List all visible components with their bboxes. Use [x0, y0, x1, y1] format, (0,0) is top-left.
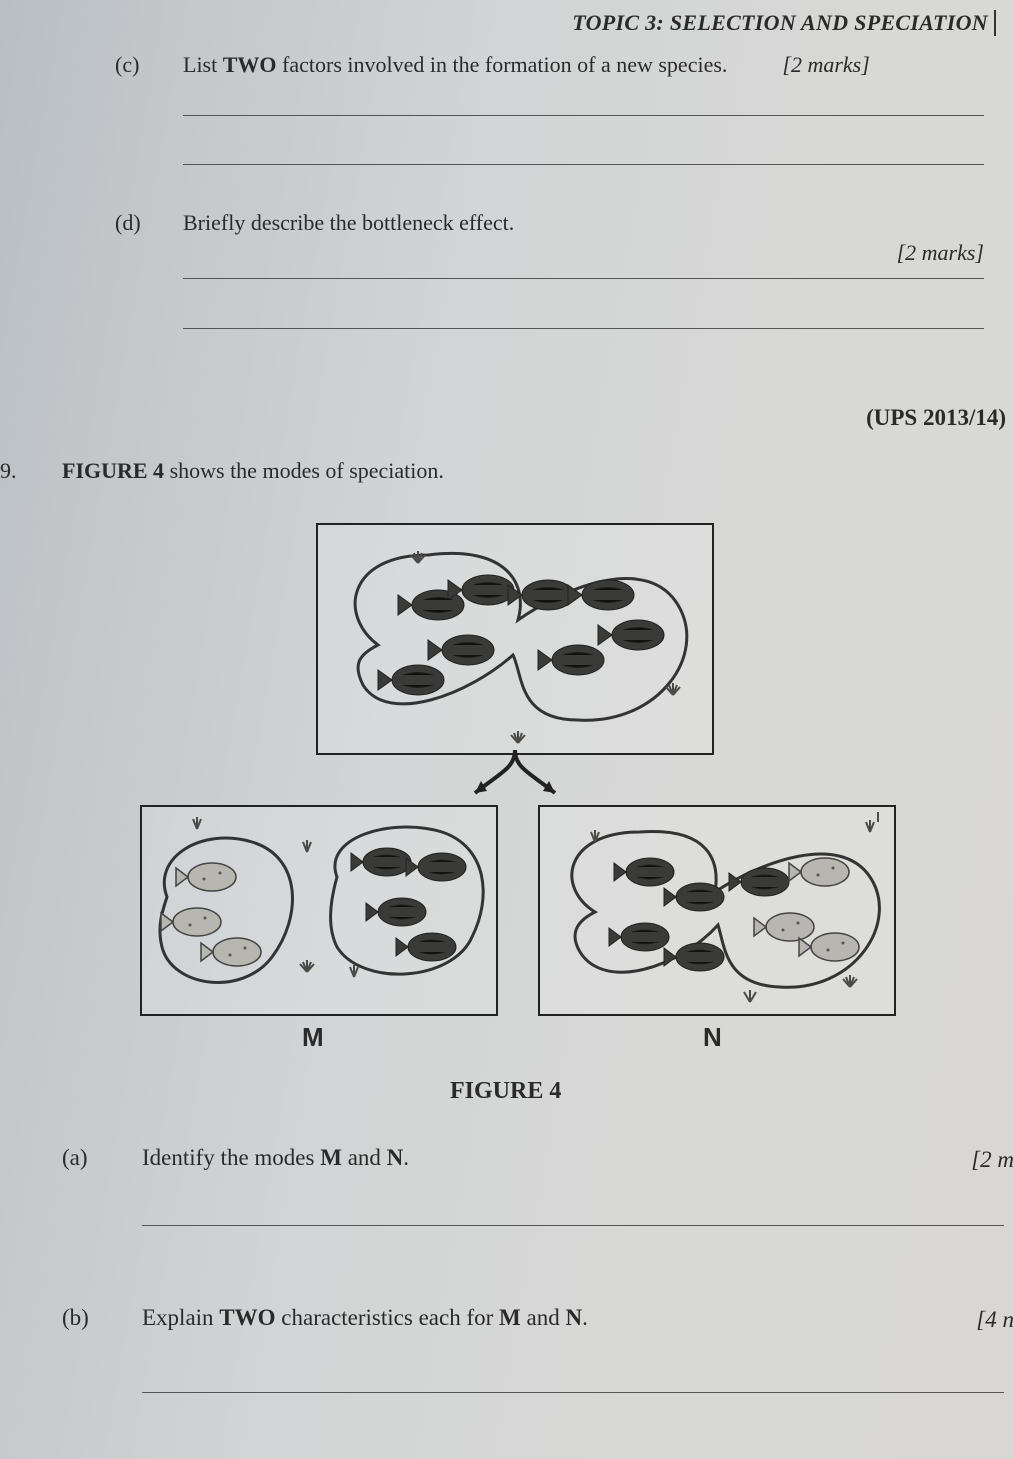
question-c-marks: [2 marks]: [782, 52, 869, 77]
question-c-post: factors involved in the formation of a n…: [277, 52, 728, 77]
figure-label-n: N: [703, 1022, 722, 1053]
figure-label-m: M: [302, 1022, 324, 1053]
question-d-marks: [2 marks]: [897, 240, 984, 266]
question-c-letter: (c): [115, 52, 139, 78]
question-a-text: Identify the modes M and N.: [142, 1145, 409, 1171]
question-b-pre: Explain: [142, 1305, 219, 1330]
figure-n-box: [538, 805, 896, 1016]
question-a-b1: M: [320, 1145, 342, 1170]
question-c-pre: List: [183, 52, 223, 77]
figure-n-svg: [540, 807, 894, 1014]
figure-caption: FIGURE 4: [450, 1078, 561, 1105]
question-b-text: Explain TWO characteristics each for M a…: [142, 1305, 588, 1331]
question-b-b2: N: [565, 1305, 582, 1330]
figure-m-box: [140, 805, 498, 1016]
figure-arrows: [460, 748, 570, 808]
question-b-marks: [4 n: [976, 1307, 1014, 1333]
question-a-marks: [2 m: [971, 1147, 1014, 1173]
question-9-bold: FIGURE 4: [62, 458, 164, 483]
ups-label: (UPS 2013/14): [866, 405, 1006, 431]
answer-line: [183, 115, 984, 116]
answer-line: [183, 328, 984, 329]
figure-m-svg: [142, 807, 496, 1014]
topic-header: TOPIC 3: SELECTION AND SPECIATION: [400, 10, 996, 36]
question-b-post: .: [582, 1305, 588, 1330]
question-a-mid: and: [342, 1145, 387, 1170]
answer-line: [142, 1225, 1004, 1226]
question-b-bold: TWO: [219, 1305, 275, 1330]
question-a-b2: N: [387, 1145, 404, 1170]
question-9-number: 9.: [0, 458, 17, 484]
answer-line: [183, 278, 984, 279]
question-a-letter: (a): [62, 1145, 88, 1171]
question-d-text: Briefly describe the bottleneck effect.: [183, 210, 984, 236]
question-d-body: Briefly describe the bottleneck effect.: [183, 210, 514, 235]
page: TOPIC 3: SELECTION AND SPECIATION (c) Li…: [0, 0, 1014, 1459]
question-b-letter: (b): [62, 1305, 89, 1331]
question-9-text: FIGURE 4 shows the modes of speciation.: [62, 458, 984, 484]
figure-top-svg: [318, 525, 712, 753]
figure-top-box: [316, 523, 714, 755]
answer-line: [183, 164, 984, 165]
answer-line: [142, 1392, 1004, 1393]
question-c-bold: TWO: [223, 52, 277, 77]
question-a-pre: Identify the modes: [142, 1145, 320, 1170]
question-a-post: .: [403, 1145, 409, 1170]
question-c-text: List TWO factors involved in the formati…: [183, 52, 984, 78]
question-d-letter: (d): [115, 210, 141, 236]
question-b-mid: characteristics each for: [276, 1305, 499, 1330]
question-b-b1: M: [499, 1305, 521, 1330]
question-b-and: and: [521, 1305, 566, 1330]
question-9-post: shows the modes of speciation.: [164, 458, 444, 483]
